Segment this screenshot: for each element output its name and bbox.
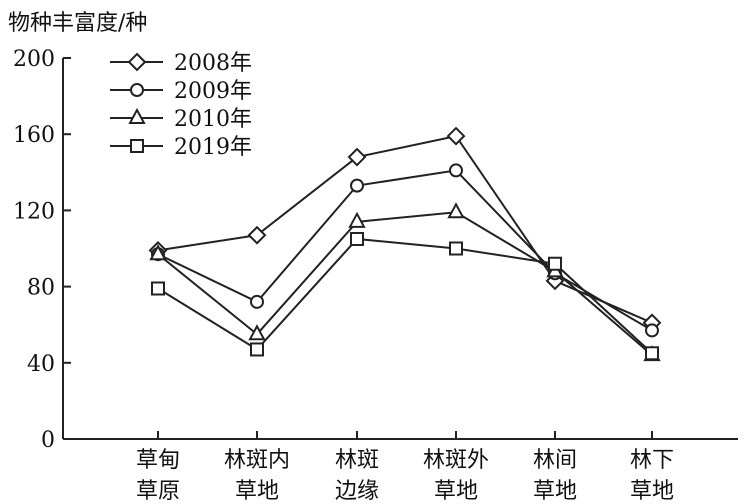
- data-point-square: [130, 139, 144, 153]
- legend-label: 2009年: [174, 79, 252, 104]
- series-triangle: [149, 202, 661, 362]
- data-point-triangle: [348, 211, 366, 228]
- legend-item: 2009年: [110, 79, 252, 104]
- data-point-circle: [250, 294, 264, 309]
- series-group: [148, 126, 662, 362]
- data-point-square: [645, 346, 659, 361]
- axes: [62, 58, 738, 440]
- data-point-circle: [645, 323, 659, 338]
- x-tick-label: 草地: [235, 479, 279, 504]
- data-point-square: [350, 231, 364, 246]
- data-point-triangle: [248, 324, 266, 341]
- x-tick-label: 林斑: [335, 448, 379, 473]
- data-point-square: [250, 342, 264, 357]
- x-tick-label: 草地: [434, 479, 478, 504]
- y-tick-label: 160: [13, 123, 55, 148]
- data-point-circle: [350, 178, 364, 193]
- data-point-diamond: [347, 147, 367, 167]
- y-tick-label: 200: [13, 47, 55, 72]
- legend-item: 2008年: [110, 51, 252, 76]
- data-point-diamond: [127, 52, 147, 72]
- legend-label: 2010年: [174, 107, 252, 132]
- series-square: [151, 231, 659, 361]
- data-point-circle: [449, 163, 463, 178]
- x-tick-label: 林下: [630, 448, 674, 473]
- y-axis-title: 物种丰富度/种: [8, 11, 147, 36]
- x-tick-label: 草原: [136, 479, 180, 504]
- x-tick-label: 草地: [630, 479, 674, 504]
- data-point-square: [151, 281, 165, 296]
- data-point-triangle: [447, 202, 465, 219]
- series-line: [157, 134, 653, 324]
- data-point-diamond: [446, 126, 466, 146]
- y-ticks: 0 40 80 120 160 200: [13, 47, 71, 453]
- x-tick-label: 林斑内: [224, 448, 290, 473]
- data-point-square: [548, 256, 562, 271]
- data-point-square: [449, 241, 463, 256]
- x-tick-label: 草地: [533, 479, 577, 504]
- legend-label: 2008年: [174, 51, 252, 76]
- data-point-triangle: [128, 107, 146, 124]
- y-tick-label: 40: [27, 352, 55, 377]
- series-line: [157, 169, 653, 332]
- data-point-diamond: [247, 225, 267, 245]
- x-tick-label: 边缘: [335, 479, 379, 504]
- x-tick-label: 草甸: [136, 448, 180, 473]
- y-tick-label: 0: [41, 428, 55, 453]
- series-line: [157, 237, 653, 355]
- y-tick-label: 120: [13, 199, 55, 224]
- legend-label: 2019年: [174, 135, 252, 160]
- data-point-circle: [130, 83, 144, 97]
- legend: 2008年 2009年 2010年 2019年: [110, 51, 252, 160]
- series-diamond: [148, 126, 662, 333]
- legend-item: 2010年: [110, 107, 252, 132]
- data-point-triangle: [149, 244, 167, 261]
- y-tick-label: 80: [27, 276, 55, 301]
- legend-item: 2019年: [110, 135, 252, 160]
- series-line: [157, 211, 653, 356]
- x-tick-label: 林斑外: [423, 448, 489, 473]
- x-tick-label: 林间: [533, 448, 577, 473]
